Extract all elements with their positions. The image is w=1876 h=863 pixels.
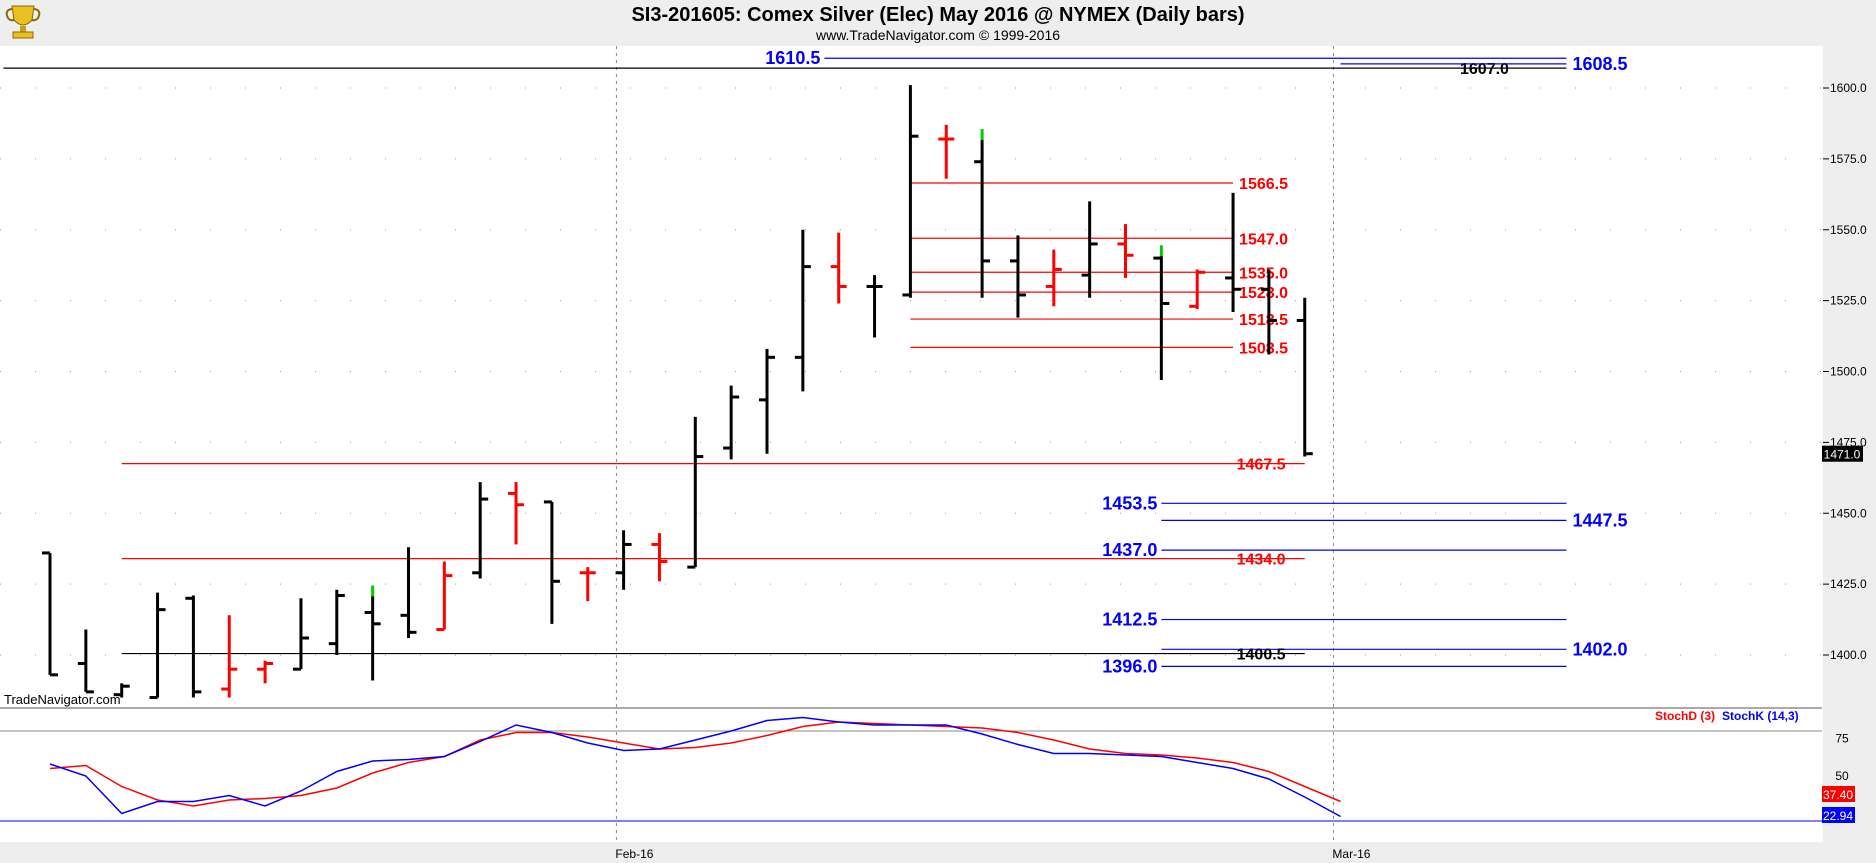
price-level-label: 1396.0 [1102,656,1157,676]
stoch-value-badge [1822,807,1855,823]
stoch-value-badge [1822,786,1855,802]
price-level-label: 1608.5 [1572,54,1627,74]
ohlc-bar [651,533,668,582]
ohlc-bar [1225,192,1242,312]
y-tick-label: 1500.0 [1830,365,1867,379]
price-level-label: 1447.5 [1572,510,1627,530]
ohlc-bar [149,592,166,700]
ohlc-bar [1189,269,1206,310]
price-level-label: 1402.0 [1572,639,1627,659]
ohlc-bar [1081,201,1098,298]
ohlc-bar [400,547,417,638]
price-level-label: 1535.0 [1239,265,1288,282]
watermark-label: TradeNavigator.com [4,692,121,707]
stoch-series-line [49,721,1341,807]
y-tick-label: 1600.0 [1830,81,1867,95]
price-level-label: 1607.0 [1460,61,1509,78]
chart-title: SI3-201605: Comex Silver (Elec) May 2016… [631,4,1244,26]
y-tick-label: 1550.0 [1830,223,1867,237]
ohlc-bar [508,482,525,545]
ohlc-bar [1153,245,1170,381]
ohlc-bar [974,129,991,298]
x-tick-label: Feb-16 [615,847,653,861]
stoch-value-label: 37.40 [1823,788,1853,802]
ohlc-bar [902,85,919,298]
y-tick-label: 1450.0 [1830,506,1867,520]
ohlc-bar [579,567,596,602]
ohlc-bar [615,530,632,590]
axis-layer: 1400.01425.01450.01475.01500.01525.01550… [615,81,1867,861]
price-level-label: 1453.5 [1102,493,1157,513]
price-level-label: 1528.0 [1239,285,1288,302]
y-tick-label: 1400.0 [1830,648,1867,662]
last-price-badge [1822,445,1863,462]
ohlc-bar [221,615,238,698]
ohlc-bar [794,229,811,392]
chart-subtitle: www.TradeNavigator.com © 1999-2016 [815,27,1060,43]
ohlc-bar [830,232,847,304]
ohlc-bar [185,595,202,698]
stochastic-panel: 75 50 37.40 22.94 [0,716,1855,823]
price-level-label: 1434.0 [1237,552,1286,569]
ohlc-bar [1117,224,1134,278]
ohlc-bar [759,348,775,454]
price-level-label: 1518.5 [1239,312,1288,329]
ohlc-bar [42,551,58,677]
ohlc-bar [687,416,704,569]
y-tick-label: 1575.0 [1830,152,1867,166]
y-tick-label: 1525.0 [1830,294,1867,308]
price-level-label: 1566.5 [1239,176,1288,193]
ohlc-bar [113,683,130,698]
price-level-label: 1437.0 [1102,540,1157,560]
y-tick-label: 1425.0 [1830,577,1867,591]
legend-stochk: StochK (14,3) [1722,709,1799,723]
ohlc-bar [543,500,560,624]
price-level-label: 1412.5 [1102,610,1157,630]
price-level-label: 1467.5 [1237,457,1286,474]
x-tick-label: Mar-16 [1332,847,1370,861]
ohlc-bar [866,275,883,338]
ohlc-bar [938,124,955,179]
ohlc-bar [364,585,381,681]
stoch-tick-label: 75 [1835,732,1849,746]
price-level-label: 1400.5 [1237,647,1286,664]
ohlc-bars [42,85,1313,700]
ohlc-bar [77,629,94,694]
levels-layer: 1610.5 1607.0 1608.5 1566.5 1547.0 1535.0 1528… [3,48,1628,676]
ohlc-bar [472,482,489,579]
price-level-label: 1508.5 [1239,340,1288,357]
legend-stochd: StochD (3) [1655,709,1715,723]
ohlc-bar [1009,235,1026,318]
stoch-series-line [49,716,1341,818]
stoch-value-label: 22.94 [1823,809,1853,823]
ohlc-bar [257,660,274,684]
ohlc-bar [1296,297,1313,457]
ohlc-bar [436,561,453,631]
trophy-icon [5,5,41,39]
ohlc-bar [1260,269,1277,355]
price-level-label: 1610.5 [765,48,820,68]
last-price-label: 1471.0 [1824,448,1861,462]
ohlc-bar [723,385,740,460]
stoch-tick-label: 50 [1835,769,1849,783]
ohlc-bar [292,598,309,671]
price-level-label: 1547.0 [1239,231,1288,248]
ohlc-bar [328,589,345,655]
ohlc-bar [1045,249,1062,307]
